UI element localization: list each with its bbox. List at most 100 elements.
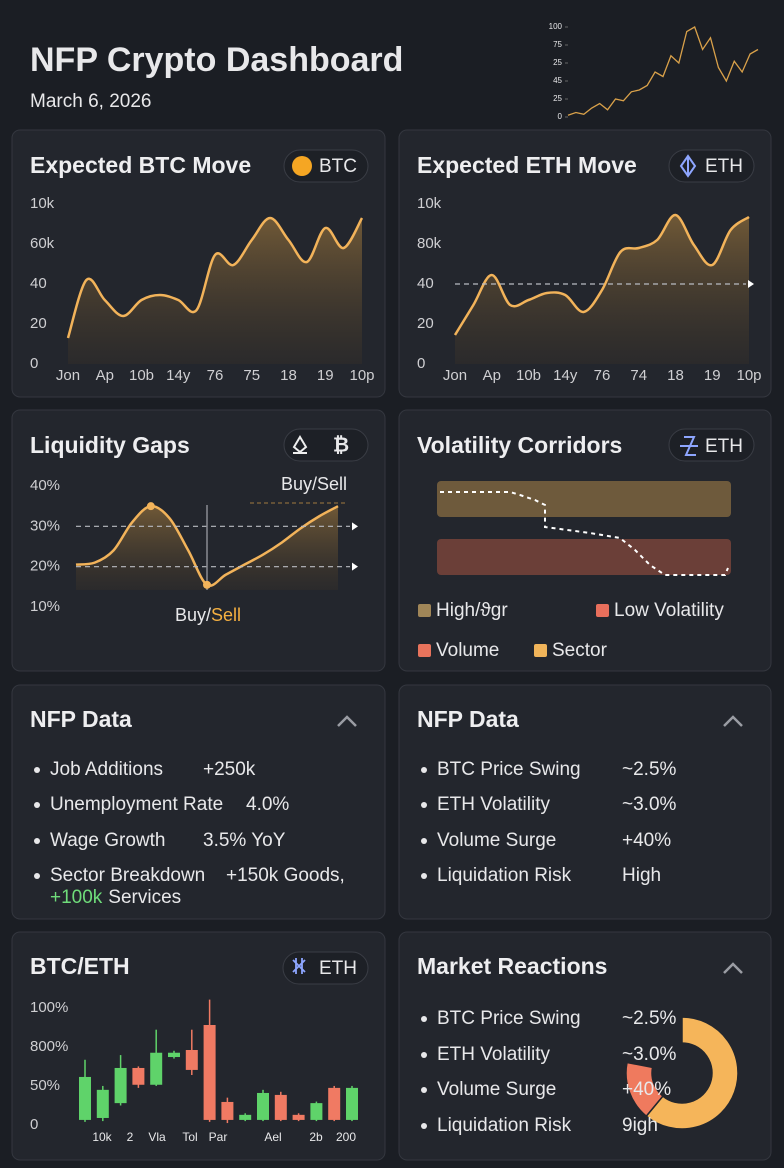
sparkline	[567, 26, 759, 116]
x-tick-label: Tol	[182, 1130, 197, 1144]
badge-label: ETH	[319, 958, 357, 979]
item-value-part: +100k	[50, 887, 103, 908]
legend-label: Low Volatility	[614, 600, 724, 621]
x-tick-label: 200	[336, 1130, 356, 1144]
annotation-part: Buy/	[175, 605, 211, 625]
x-tick-label: 74	[630, 367, 647, 384]
item-value: +40%	[622, 1079, 671, 1100]
bullet	[34, 873, 40, 879]
y-tick-label: 20	[30, 315, 47, 332]
area-fill	[68, 218, 362, 364]
item-value: ~3.0%	[622, 1044, 677, 1065]
bullet	[34, 838, 40, 844]
annotation-part: Sell	[211, 605, 241, 625]
icon	[292, 435, 308, 454]
candle-body	[257, 1092, 269, 1120]
chevron[interactable]	[723, 962, 743, 974]
y-tick-label: 0	[30, 1116, 38, 1133]
legend-swatch	[596, 604, 609, 617]
badge-label: BTC	[319, 156, 357, 177]
y-tick-label: 10%	[30, 598, 60, 615]
candle-body	[203, 1025, 216, 1120]
item-value: High	[622, 865, 661, 886]
card	[11, 684, 386, 920]
bullet	[421, 767, 427, 773]
y-tick-label: 100%	[30, 999, 68, 1016]
page-title: NFP Crypto Dashboard	[30, 41, 403, 79]
item-label: ETH Volatility	[437, 1044, 550, 1065]
item-label: Liquidation Risk	[437, 865, 572, 886]
item-value: 9igh	[622, 1115, 658, 1136]
item-value: +100k Services	[50, 887, 181, 908]
x-tick-label: Ap	[483, 367, 501, 384]
peak-dot	[146, 502, 155, 511]
corridor-high	[437, 481, 731, 517]
badge[interactable]	[283, 428, 369, 462]
bullet	[421, 1087, 427, 1093]
y-tick-label: 0	[558, 112, 563, 121]
item-label: BTC Price Swing	[437, 759, 581, 780]
x-tick-label: 19	[317, 367, 334, 384]
card	[11, 409, 386, 672]
x-tick-label: Ap	[96, 367, 114, 384]
x-tick-label: 14y	[166, 367, 191, 384]
x-tick-label: 19	[704, 367, 721, 384]
x-tick-label: 18	[280, 367, 297, 384]
candle-body	[168, 1052, 180, 1058]
bullet	[34, 802, 40, 808]
item-value: +250k	[203, 759, 256, 780]
area-fill	[76, 506, 338, 590]
legend-swatch	[418, 644, 431, 657]
item-value: +150k Goods,	[226, 865, 345, 886]
item-label: Wage Growth	[50, 830, 165, 851]
x-tick-label: 18	[667, 367, 684, 384]
x-tick-label: Vla	[148, 1130, 166, 1144]
legend-swatch	[534, 644, 547, 657]
y-tick-label: 0	[30, 355, 38, 372]
chevron[interactable]	[723, 715, 743, 727]
candle-body	[221, 1101, 234, 1120]
item-value: ~2.5%	[622, 1008, 677, 1029]
y-tick-label: 40%	[30, 477, 60, 494]
y-tick-label: 0	[417, 355, 425, 372]
badge-label: ETH	[705, 156, 743, 177]
y-tick-label: 60k	[30, 235, 55, 252]
y-tick-label: 75	[553, 40, 562, 49]
arrow	[352, 522, 358, 531]
x-tick-label: 10b	[516, 367, 541, 384]
bullet	[421, 802, 427, 808]
corridor-low	[437, 539, 731, 575]
legend-swatch	[418, 604, 431, 617]
candle-body	[274, 1094, 287, 1120]
x-tick-label: 76	[594, 367, 611, 384]
y-tick-label: 40	[30, 275, 47, 292]
bullet	[421, 1123, 427, 1129]
annotation: Buy/Sell	[175, 605, 241, 625]
item-label: Sector Breakdown	[50, 865, 205, 886]
item-label: Unemployment Rate	[50, 794, 223, 815]
x-tick-label: 10b	[129, 367, 154, 384]
card	[398, 684, 772, 920]
item-value: +40%	[622, 830, 671, 851]
item-label: Job Additions	[50, 759, 163, 780]
candle-body	[292, 1114, 305, 1120]
item-label: Volume Surge	[437, 1079, 556, 1100]
card-title: NFP Data	[30, 706, 132, 732]
area-fill	[455, 214, 749, 364]
y-tick-label: 40	[417, 275, 434, 292]
candle-body	[346, 1087, 358, 1120]
y-tick-label: 10k	[417, 195, 442, 212]
chevron[interactable]	[337, 715, 357, 727]
area-line	[453, 213, 750, 336]
y-tick-label: 10k	[30, 195, 55, 212]
candle-body	[96, 1089, 109, 1118]
x-tick-label: 10p	[349, 367, 374, 384]
arrow	[352, 562, 358, 571]
candle-body	[328, 1087, 341, 1120]
y-tick-label: 30%	[30, 517, 60, 534]
y-tick-label: 25	[553, 94, 562, 103]
candle-body	[150, 1052, 163, 1085]
icon	[292, 958, 306, 974]
legend-label: High/ϑgr	[436, 600, 508, 621]
